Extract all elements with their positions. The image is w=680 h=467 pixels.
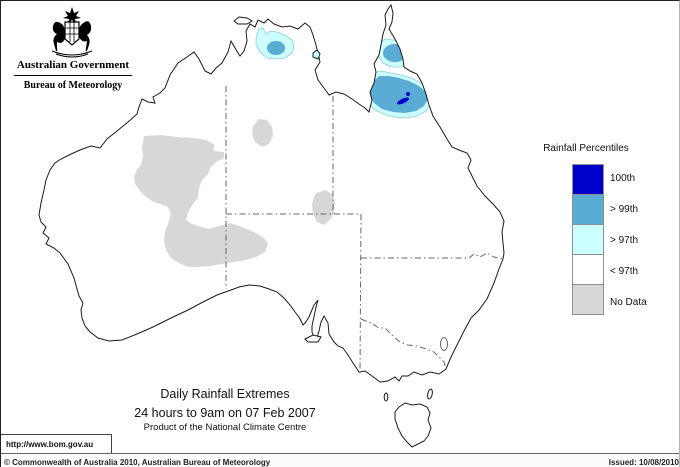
border-act (440, 337, 448, 351)
coat-of-arms (51, 7, 93, 58)
map-subtitle: 24 hours to 9am on 07 Feb 2007 (134, 406, 316, 420)
border-nsw-vic (360, 318, 447, 370)
islands (233, 16, 433, 448)
emu-icon (78, 21, 92, 52)
legend-label-nodata: No Data (610, 297, 647, 308)
legend-swatches (572, 164, 604, 315)
map-bottom-divider (1, 453, 679, 454)
government-label: Australian Government (16, 59, 130, 71)
groote-eylandt (312, 49, 321, 60)
rainfall-region-nt-99th (267, 41, 285, 55)
legend-label-gt99th: > 99th (610, 204, 639, 215)
melville-island (233, 16, 253, 25)
rainfall-region-nqld-100th (397, 97, 409, 105)
url-box: http://www.bom.gov.au (1, 434, 112, 454)
legend-title: Rainfall Percentiles (543, 143, 629, 154)
kangaroo-icon (52, 21, 66, 52)
legend-swatch-100th (572, 164, 604, 195)
legend-label-lt97th: < 97th (610, 266, 639, 277)
legend-label-gt97th: > 97th (610, 235, 639, 246)
footer-bar: © Commonwealth of Australia 2010, Austra… (1, 454, 679, 467)
state-borders (225, 86, 504, 374)
crest-shield-grid (65, 22, 79, 42)
crest-star-icon (63, 7, 81, 24)
king-island (383, 392, 389, 402)
no-data-region-nt (252, 119, 273, 147)
flinders-island (427, 388, 433, 400)
legend-swatch-lt97th (572, 254, 604, 285)
no-data-region-wa (134, 135, 268, 267)
rainfall-region-nqld-99th (370, 76, 428, 113)
map-title: Daily Rainfall Extremes (160, 387, 290, 401)
border-qld-nsw (361, 252, 504, 260)
no-data-region-nt-sa-border (312, 190, 335, 225)
bom-url: http://www.bom.gov.au (6, 440, 94, 449)
legend-label-100th: 100th (610, 173, 636, 184)
tasmania-outline (394, 402, 432, 448)
rainfall-region-nqld-100th-dot (406, 92, 410, 96)
copyright-text: © Commonwealth of Australia 2010, Austra… (4, 458, 271, 467)
bureau-label: Bureau of Meteorology (23, 80, 123, 91)
australia-map (38, 4, 505, 448)
crest-wreath (51, 50, 93, 58)
legend-swatch-gt99th (572, 194, 604, 225)
legend-swatch-nodata (572, 284, 604, 315)
header-divider (14, 75, 132, 76)
issued-text: Issued: 10/08/2010 (608, 458, 679, 467)
crest-shield-icon (64, 21, 80, 46)
no-data-regions (134, 119, 335, 267)
legend-swatch-gt97th (572, 224, 604, 255)
map-product-line: Product of the National Climate Centre (143, 422, 307, 433)
kangaroo-island (304, 334, 322, 343)
